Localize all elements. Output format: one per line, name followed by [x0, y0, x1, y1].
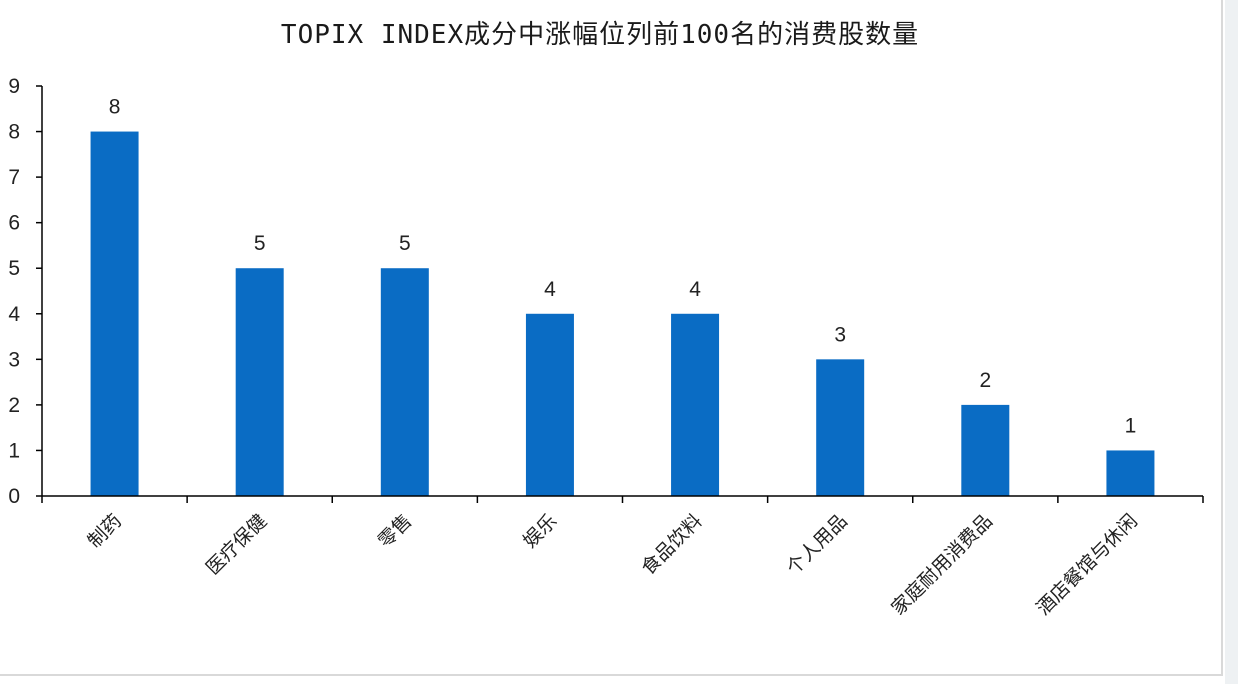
data-label: 4: [689, 278, 701, 301]
y-tick-label: 4: [8, 303, 20, 326]
bars: [90, 131, 1155, 497]
category-label: 食品饮料: [637, 510, 706, 579]
data-label: 1: [1125, 414, 1137, 437]
data-label: 3: [834, 323, 846, 346]
bar: [525, 313, 574, 496]
category-label: 酒店餐馆与休闲: [1032, 510, 1142, 620]
y-tick-label: 6: [8, 212, 20, 235]
category-label: 零售: [374, 510, 416, 552]
category-label: 制药: [84, 510, 126, 552]
bar: [671, 313, 720, 496]
y-tick-label: 0: [8, 485, 20, 508]
chart-frame: [0, 0, 1223, 676]
data-label: 2: [979, 369, 991, 392]
data-label: 5: [399, 232, 411, 255]
y-tick-label: 2: [8, 394, 20, 417]
data-label: 5: [254, 232, 266, 255]
data-label: 8: [109, 96, 121, 119]
window-edge: [1225, 0, 1238, 684]
y-tick-label: 7: [8, 166, 20, 189]
bar: [380, 268, 429, 496]
category-label: 个人用品: [782, 510, 851, 579]
y-tick-label: 5: [8, 257, 20, 280]
category-label: 家庭耐用消费品: [887, 510, 997, 620]
data-labels: 8 5 5 4 4 3 2 1: [109, 96, 1137, 438]
bar: [816, 359, 865, 496]
y-axis-ticks: 0 1 2 3 4 5 6 7 8 9: [8, 75, 42, 508]
y-tick-label: 3: [8, 348, 20, 371]
chart-title: TOPIX INDEX成分中涨幅位列前100名的消费股数量: [280, 20, 920, 50]
bar: [961, 404, 1010, 496]
category-label: 医疗保健: [202, 510, 271, 579]
y-tick-label: 9: [8, 75, 20, 98]
bar: [1106, 450, 1155, 496]
y-tick-label: 1: [8, 439, 20, 462]
bar: [90, 131, 139, 497]
y-tick-label: 8: [8, 121, 20, 144]
category-labels: 制药 医疗保健 零售 娱乐 食品饮料 个人用品 家庭耐用消费品 酒店餐馆与休闲: [84, 510, 1142, 620]
category-label: 娱乐: [519, 510, 561, 552]
axes: [41, 86, 1204, 503]
bar: [235, 268, 284, 496]
data-label: 4: [544, 278, 556, 301]
